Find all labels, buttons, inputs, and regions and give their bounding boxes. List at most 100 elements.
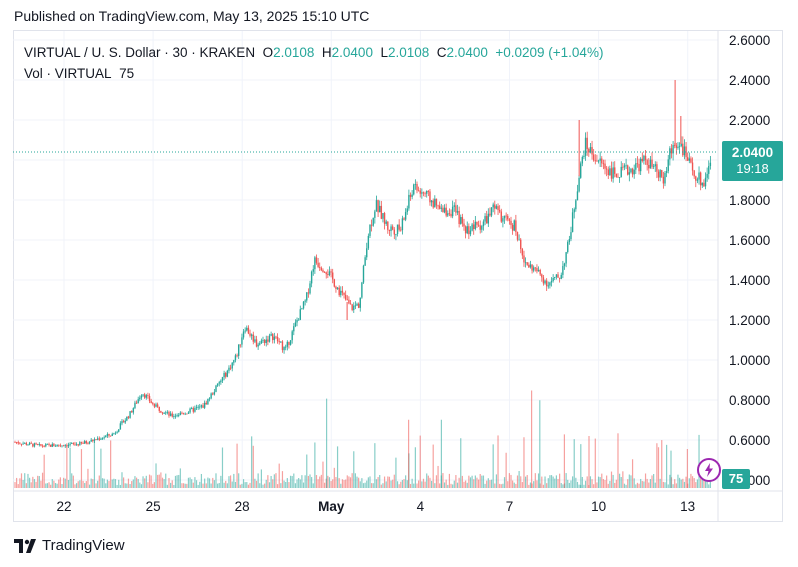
candle-body xyxy=(293,326,295,332)
candle-body xyxy=(636,163,639,165)
volume-bar xyxy=(165,473,167,488)
candle-body xyxy=(602,163,605,165)
volume-bar xyxy=(144,478,146,488)
volume-bar xyxy=(345,479,347,488)
volume-bar xyxy=(524,476,527,488)
volume-bar xyxy=(286,478,288,488)
volume-bar xyxy=(401,480,404,488)
volume-bar xyxy=(153,482,155,488)
volume-bar xyxy=(628,474,630,488)
volume-bar xyxy=(77,481,79,488)
candle-body xyxy=(567,242,569,253)
candle-body xyxy=(521,248,524,256)
volume-bar xyxy=(17,484,19,488)
candle-body xyxy=(693,170,695,177)
candle-body xyxy=(387,221,389,230)
chart-frame[interactable] xyxy=(13,30,783,522)
candle-body xyxy=(306,292,308,301)
candle-body xyxy=(336,287,339,289)
volume-bar xyxy=(620,477,622,488)
volume-bar xyxy=(456,482,459,488)
candle-body xyxy=(429,191,431,203)
x-tick-label: May xyxy=(318,499,345,514)
volume-bar xyxy=(364,482,366,488)
volume-bar xyxy=(234,481,237,488)
candle-body xyxy=(426,191,428,194)
candle-body xyxy=(654,164,656,167)
volume-bar xyxy=(477,479,480,488)
volume-bar xyxy=(186,483,188,488)
candle-body xyxy=(670,148,673,154)
y-tick-label: 1.6000 xyxy=(729,233,770,248)
volume-bar xyxy=(409,483,412,488)
volume-bar xyxy=(189,477,191,488)
volume-bar xyxy=(494,483,496,488)
volume-spike xyxy=(580,444,582,488)
volume-bar xyxy=(88,484,91,488)
volume-bar xyxy=(606,475,608,488)
candle-body xyxy=(75,444,78,446)
volume-bar xyxy=(542,484,545,488)
candle-body xyxy=(424,193,426,195)
volume-bar xyxy=(351,473,353,488)
volume-bar xyxy=(547,478,549,488)
candle-body xyxy=(573,209,575,213)
candle-body xyxy=(202,405,204,408)
volume-bar xyxy=(272,479,274,488)
volume-bar xyxy=(19,478,21,488)
y-tick-label: 1.2000 xyxy=(729,313,770,328)
volume-bar xyxy=(669,474,671,488)
volume-label[interactable]: Vol · VIRTUAL xyxy=(24,66,112,81)
volume-bar xyxy=(134,476,136,488)
candle-body xyxy=(627,165,629,175)
volume-bar xyxy=(643,481,645,488)
x-tick-label: 28 xyxy=(235,499,250,514)
volume-bar xyxy=(361,478,363,488)
volume-bar xyxy=(552,476,554,488)
candle-body xyxy=(391,226,394,230)
volume-bar xyxy=(481,475,483,488)
volume-bar xyxy=(242,479,245,488)
volume-bar xyxy=(664,482,666,488)
candle-body xyxy=(408,194,410,209)
volume-bar xyxy=(173,484,175,488)
candle-body xyxy=(197,406,199,408)
symbol-title[interactable]: VIRTUAL / U. S. Dollar · 30 · KRAKEN xyxy=(24,45,256,60)
volume-bar xyxy=(289,475,292,488)
volume-bar xyxy=(218,482,220,488)
candle-body xyxy=(203,402,206,408)
candle-body xyxy=(448,213,451,215)
candle-body xyxy=(686,157,689,161)
volume-spike xyxy=(408,419,410,488)
candle-body xyxy=(187,412,190,414)
volume-bar xyxy=(323,482,326,488)
volume-bar xyxy=(100,448,102,488)
candle-body xyxy=(518,239,520,241)
volume-bar xyxy=(59,477,61,488)
volume-bar xyxy=(356,476,358,488)
volume-bar xyxy=(45,483,47,488)
candle-body xyxy=(532,267,535,271)
volume-bar xyxy=(317,479,319,488)
volume-bar xyxy=(447,484,449,488)
candle-body xyxy=(77,444,79,446)
candle-body xyxy=(485,216,488,224)
candle-body xyxy=(310,271,313,284)
candle-body xyxy=(327,274,329,276)
tradingview-logo[interactable]: TradingView xyxy=(14,537,125,554)
candle-body xyxy=(186,413,188,415)
lightning-icon[interactable] xyxy=(697,458,721,482)
brand-name: TradingView xyxy=(42,537,125,554)
candle-body xyxy=(192,408,195,412)
candle-body xyxy=(259,343,261,345)
candle-body xyxy=(325,272,327,275)
candle-body xyxy=(208,398,211,400)
candle-body xyxy=(534,267,537,269)
volume-bar xyxy=(385,481,387,488)
grid-layer xyxy=(13,31,718,488)
volume-bar xyxy=(299,479,301,488)
volume-bar xyxy=(264,483,266,488)
volume-bar xyxy=(124,483,126,488)
volume-bar xyxy=(335,477,337,488)
